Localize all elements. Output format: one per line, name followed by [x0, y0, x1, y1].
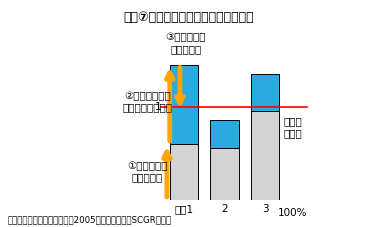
Text: 生産額
構成比: 生産額 構成比 [284, 116, 302, 138]
Bar [170, 64, 198, 144]
Bar [211, 121, 239, 148]
Text: ①内需による
生産誘発額: ①内需による 生産誘発額 [127, 161, 167, 183]
Text: 図表⑦　スカイラインチャート概念図: 図表⑦ スカイラインチャート概念図 [124, 11, 254, 24]
Bar [251, 111, 279, 200]
Text: 100%: 100% [278, 208, 308, 218]
Bar [211, 148, 239, 200]
Text: ②外需（輸出）
による生産誘発額: ②外需（輸出） による生産誘発額 [122, 91, 172, 113]
Bar [251, 74, 279, 111]
Text: （出所：経済産業省、宮川（2005）などを参考にSCGR作成）: （出所：経済産業省、宮川（2005）などを参考にSCGR作成） [8, 216, 172, 225]
Bar [170, 144, 198, 200]
Text: ③輸入による
生産抑制額: ③輸入による 生産抑制額 [166, 32, 206, 54]
Text: 1: 1 [155, 101, 162, 111]
